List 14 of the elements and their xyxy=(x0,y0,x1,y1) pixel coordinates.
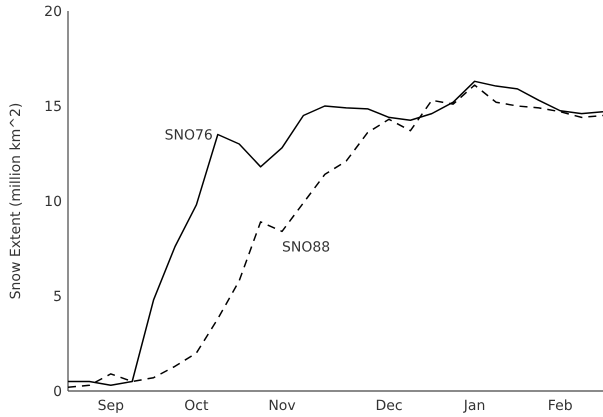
y-tick-label: 5 xyxy=(53,288,62,305)
x-tick-label: Feb xyxy=(548,398,573,414)
series-label: SNO88 xyxy=(282,239,330,256)
x-tick-label: Nov xyxy=(268,398,296,414)
y-tick-label: 0 xyxy=(53,384,62,400)
x-tick-label: Sep xyxy=(98,398,124,414)
x-tick-label: Oct xyxy=(184,398,210,414)
series-label: SNO76 xyxy=(164,128,213,144)
x-tick-label: Dec xyxy=(375,398,403,414)
x-tick-label: Jan xyxy=(462,398,486,414)
y-tick-label: 20 xyxy=(44,4,62,20)
y-tick-label: 15 xyxy=(44,98,62,115)
y-tick-label: 10 xyxy=(44,194,62,210)
y-axis-title: Snow Extent (million km^2) xyxy=(8,102,24,300)
